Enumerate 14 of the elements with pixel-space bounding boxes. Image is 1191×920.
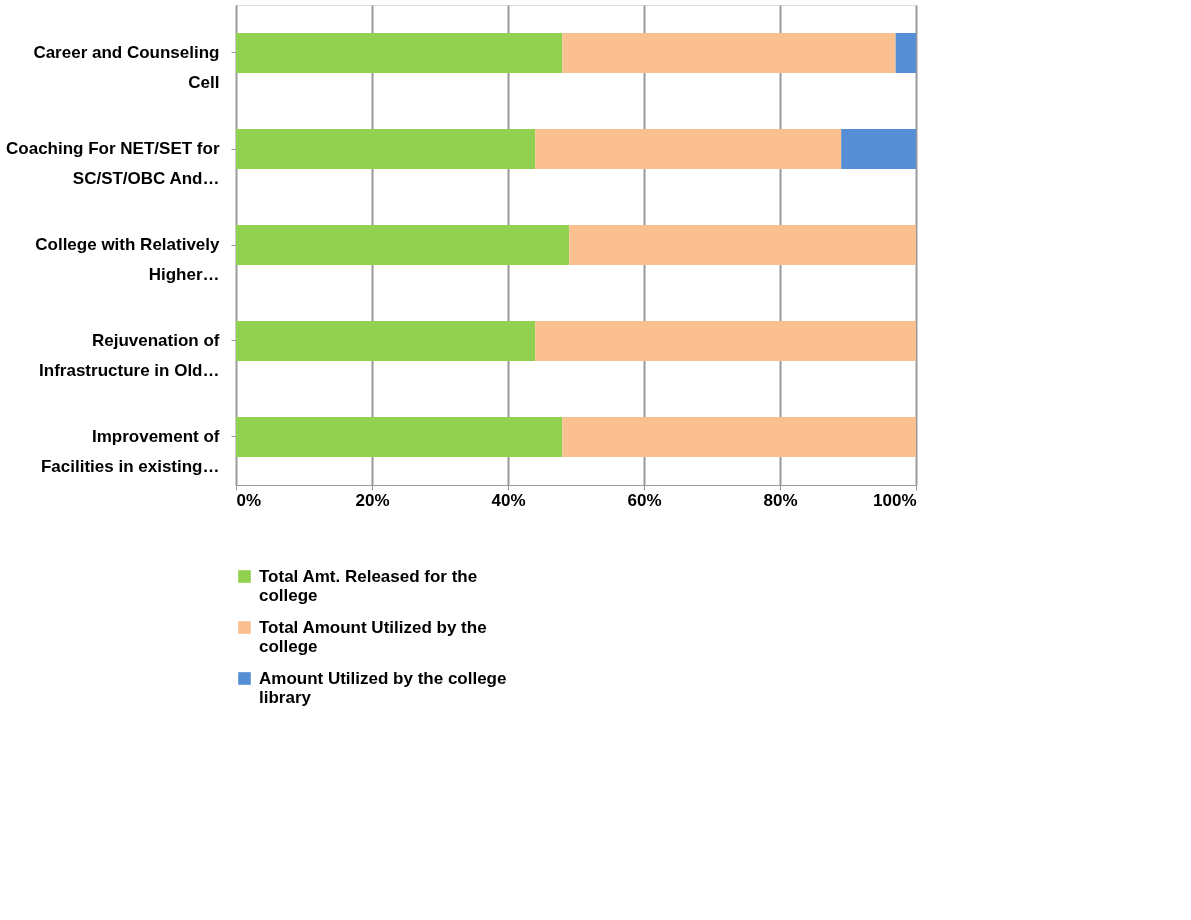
y-tick-label: College with Relatively Higher… (35, 235, 221, 284)
y-tick-label: Career and Counseling Cell (33, 43, 220, 92)
legend-label: Amount Utilized by the college library (259, 668, 507, 707)
x-tick-label: 40% (491, 490, 526, 510)
y-tick-label: Coaching For NET/SET for SC/ST/OBC And… (6, 139, 220, 188)
x-tick-label: 20% (355, 490, 390, 510)
x-tick-label: 60% (627, 490, 662, 510)
x-tick-label: 100% (873, 490, 917, 510)
x-tick-label: 0% (236, 490, 262, 510)
y-tick-label: Improvement of Facilities in existing… (40, 427, 220, 476)
legend-label: Total Amt. Released for the college (259, 566, 478, 605)
x-tick-label: 80% (763, 490, 798, 510)
legend-label: Total Amount Utilized by the college (259, 617, 487, 656)
y-tick-label: Rejuvenation of Infrastructure in Old… (39, 331, 220, 380)
